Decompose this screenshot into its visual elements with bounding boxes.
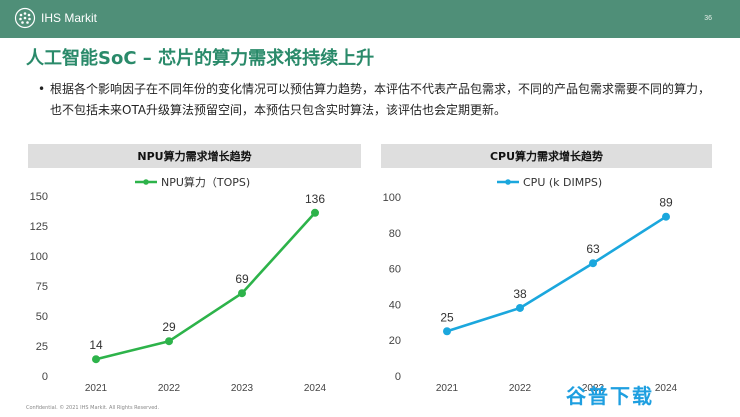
cpu-chart-title: CPU算力需求增长趋势 <box>381 144 712 168</box>
cpu-data-point <box>662 212 670 221</box>
watermark-logo: 谷普下载 <box>566 384 654 408</box>
npu-xtick-label: 2023 <box>231 383 254 394</box>
npu-ytick-label: 50 <box>36 311 48 323</box>
cpu-xtick-label: 2024 <box>655 383 678 394</box>
cpu-ytick-label: 40 <box>389 299 401 311</box>
npu-xtick-label: 2024 <box>304 383 327 394</box>
npu-ytick-label: 150 <box>30 191 48 203</box>
cpu-ytick-label: 20 <box>389 335 401 347</box>
cpu-legend-marker <box>505 179 511 185</box>
npu-data-point <box>238 289 246 298</box>
bullet-text: 根据各个影响因子在不同年份的变化情况可以预估算力趋势，本评估不代表产品包需求，不… <box>50 82 711 117</box>
footer-note: Confidential. © 2021 IHS Markit. All Rig… <box>26 405 160 411</box>
npu-ytick-label: 75 <box>36 281 48 293</box>
cpu-xtick-label: 2023 <box>582 383 605 394</box>
cpu-legend-label: CPU (k DIMPS) <box>523 176 602 189</box>
cpu-ytick-label: 80 <box>389 228 401 240</box>
cpu-data-point <box>589 259 597 268</box>
cpu-data-label: 89 <box>659 196 673 210</box>
cpu-xtick-label: 2022 <box>509 383 532 394</box>
npu-xtick-label: 2021 <box>85 383 108 394</box>
cpu-data-point <box>516 303 524 312</box>
cpu-data-label: 63 <box>586 242 600 256</box>
cpu-data-label: 25 <box>440 310 454 324</box>
npu-ytick-label: 125 <box>30 221 48 233</box>
npu-ytick-label: 25 <box>36 341 48 353</box>
npu-data-label: 136 <box>305 192 325 206</box>
cpu-data-point <box>443 327 451 336</box>
header-bar: IHS Markit 36 <box>0 0 740 38</box>
npu-data-point <box>311 208 319 217</box>
slide-title: 人工智能SoC – 芯片的算力需求将持续上升 <box>26 48 375 69</box>
npu-series-line <box>95 211 316 361</box>
npu-ytick-label: 0 <box>42 371 48 383</box>
npu-data-point <box>92 355 100 364</box>
page-number: 36 <box>704 15 712 22</box>
npu-chart-title: NPU算力需求增长趋势 <box>28 144 361 168</box>
npu-data-point <box>165 337 173 346</box>
npu-data-label: 14 <box>89 338 103 352</box>
npu-data-label: 29 <box>162 320 176 334</box>
npu-xtick-label: 2022 <box>158 383 181 394</box>
npu-legend-label: NPU算力（TOPS) <box>161 175 250 189</box>
brand-logo: IHS Markit <box>14 7 97 29</box>
logo-text: IHS Markit <box>41 11 98 25</box>
cpu-series-line <box>446 215 667 333</box>
npu-data-label: 69 <box>235 272 249 286</box>
cpu-xtick-label: 2021 <box>436 383 459 394</box>
npu-ytick-label: 100 <box>30 251 48 263</box>
cpu-data-label: 38 <box>513 287 527 301</box>
bullet-dot-icon: • <box>38 82 46 96</box>
globe-logo-icon <box>14 7 36 29</box>
cpu-ytick-label: 60 <box>389 264 401 276</box>
cpu-ytick-label: 100 <box>383 192 401 204</box>
npu-legend-marker <box>143 179 149 185</box>
cpu-ytick-label: 0 <box>395 371 401 383</box>
